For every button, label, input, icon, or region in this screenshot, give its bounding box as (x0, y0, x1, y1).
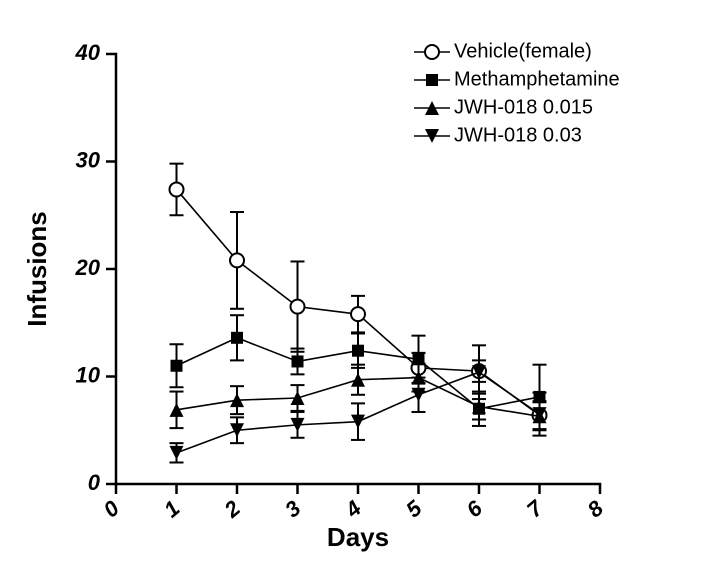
circle-open-icon (230, 253, 244, 267)
y-tick-label: 20 (75, 255, 101, 280)
chart-container: 012345678010203040DaysInfusionsVehicle(f… (0, 0, 714, 579)
legend-label: JWH-018 0.015 (454, 96, 593, 118)
x-axis-title: Days (327, 522, 389, 552)
square-filled-icon (231, 332, 243, 344)
y-tick-label: 30 (76, 147, 101, 172)
legend-label: Vehicle(female) (454, 40, 592, 62)
y-tick-label: 10 (76, 362, 101, 387)
circle-open-icon (351, 307, 365, 321)
circle-open-icon (291, 300, 305, 314)
circle-open-icon (170, 182, 184, 196)
circle-open-icon (425, 45, 439, 59)
square-filled-icon (426, 74, 438, 86)
legend-label: JWH-018 0.03 (454, 124, 582, 146)
y-tick-label: 0 (88, 470, 101, 495)
square-filled-icon (352, 345, 364, 357)
legend-label: Methamphetamine (454, 68, 620, 90)
square-filled-icon (292, 355, 304, 367)
y-tick-label: 40 (75, 40, 101, 65)
y-axis-title: Infusions (22, 211, 52, 327)
square-filled-icon (171, 360, 183, 372)
infusions-chart-svg: 012345678010203040DaysInfusionsVehicle(f… (0, 0, 714, 579)
